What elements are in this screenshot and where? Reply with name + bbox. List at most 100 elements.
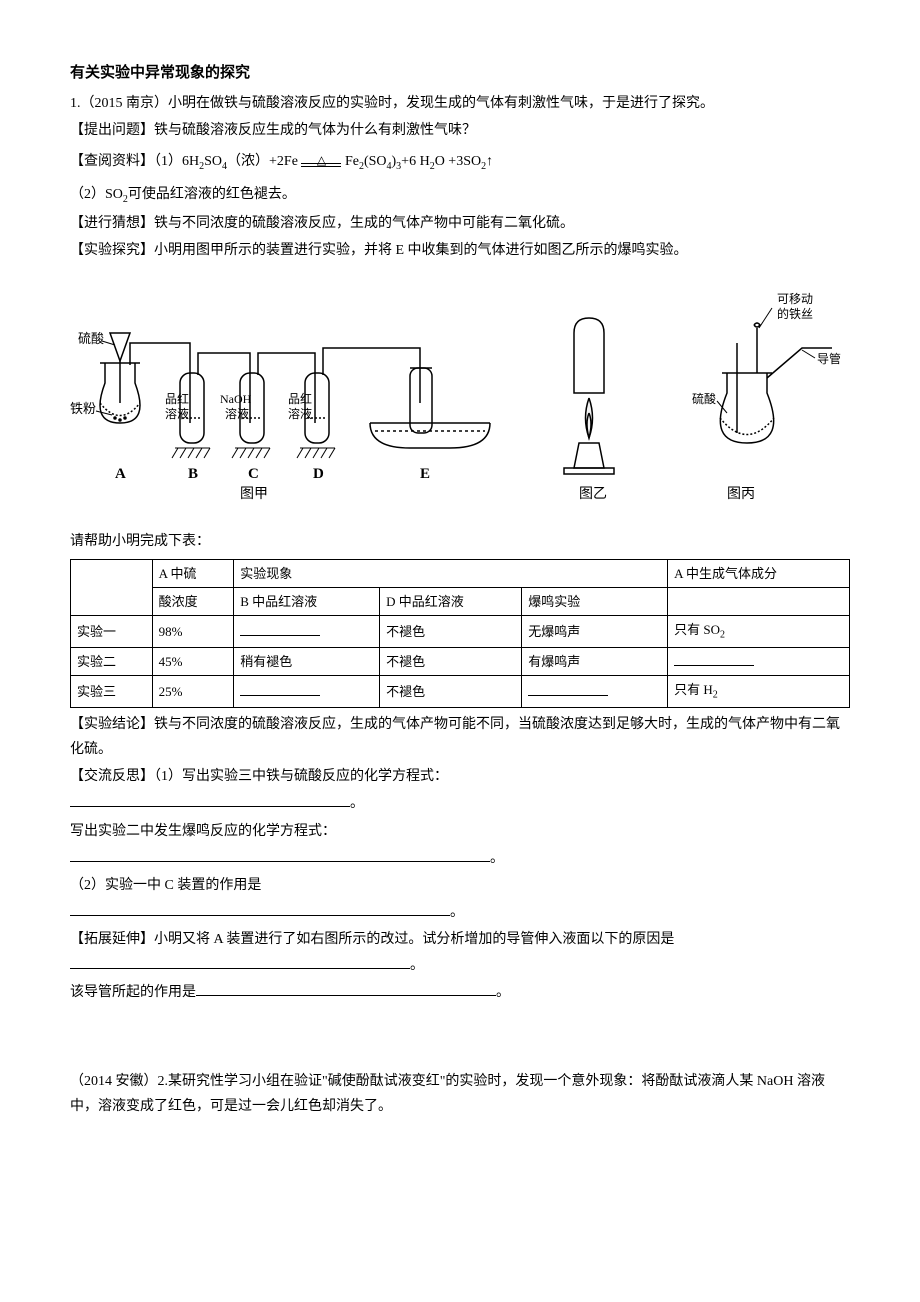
label-d: D [313, 466, 324, 482]
caption-yi: 图乙 [579, 486, 607, 502]
th-conc-1: A 中硫 [152, 559, 234, 587]
q1-reflect-3-blank: 。 [70, 900, 850, 925]
ref-prod1: Fe [345, 154, 359, 169]
label-red-d2: 溶液 [288, 406, 312, 421]
r2-label: 实验二 [71, 647, 153, 675]
r3-b [234, 676, 380, 708]
label-sulfuric: 硫酸 [78, 331, 104, 346]
r2-gen [668, 647, 850, 675]
r3-gen-pre: 只有 H [674, 682, 713, 697]
r1-label: 实验一 [71, 616, 153, 648]
r3-conc: 25% [152, 676, 234, 708]
q1-ask: 【提出问题】铁与硫酸溶液反应生成的气体为什么有刺激性气味？ [70, 118, 850, 143]
th-d-red: D 中品红溶液 [380, 587, 522, 615]
ref-prod2: (SO [364, 154, 387, 169]
label-movable2: 的铁丝 [777, 306, 813, 321]
apparatus-main-svg: 硫酸 铁粉 品红 溶液 NaOH 溶液 品红 溶液 A B C D E 图甲 [70, 273, 534, 523]
th-gen-blank [668, 587, 850, 615]
r1-gen-sub: 2 [720, 630, 725, 641]
r1-b-blank [240, 621, 320, 636]
r1-b [234, 616, 380, 648]
blank-extend1 [70, 954, 410, 969]
q2: （2014 安徽）2.某研究性学习小组在验证"碱使酚酞试液变红"的实验时，发现一… [70, 1069, 850, 1119]
th-blank [71, 559, 153, 616]
r1-gen-pre: 只有 SO [674, 622, 720, 637]
table-row-1: 实验一 98% 不褪色 无爆鸣声 只有 SO2 [71, 616, 850, 648]
label-sulfuric-bing: 硫酸 [692, 391, 716, 406]
apparatus-bing-svg: 可移动 的铁丝 导管 硫酸 图丙 [672, 273, 850, 523]
q1-guess: 【进行猜想】铁与不同浓度的硫酸溶液反应，生成的气体产物中可能有二氧化硫。 [70, 211, 850, 236]
q1-extend2: 该导管所起的作用是。 [70, 980, 850, 1005]
th-phen: 实验现象 [234, 559, 668, 587]
r2-b: 稍有褪色 [234, 647, 380, 675]
ref-text: 【查阅资料】（1）6H [70, 154, 199, 169]
r3-gen: 只有 H2 [668, 676, 850, 708]
table-header-row-1: A 中硫 实验现象 A 中生成气体成分 [71, 559, 850, 587]
label-c: C [248, 466, 259, 482]
q1-reference-1: 【查阅资料】（1）6H2SO4（浓）+2Fe △ Fe2(SO4)3+6 H2O… [70, 149, 850, 176]
ref-prod6: ↑ [486, 154, 493, 169]
q1-reflect-1: 【交流反思】（1）写出实验三中铁与硫酸反应的化学方程式： [70, 764, 850, 789]
ref2-pre: （2）SO [70, 187, 123, 202]
r2-gen-blank [674, 651, 754, 666]
table-row-3: 实验三 25% 不褪色 只有 H2 [71, 676, 850, 708]
r3-boom [522, 676, 668, 708]
doc-title: 有关实验中异常现象的探究 [70, 60, 850, 87]
label-a: A [115, 466, 126, 482]
label-red-b1: 品红 [165, 391, 189, 406]
r1-conc: 98% [152, 616, 234, 648]
q1-reflect-2: 写出实验二中发生爆鸣反应的化学方程式： [70, 819, 850, 844]
th-b-red: B 中品红溶液 [234, 587, 380, 615]
r3-gen-sub: 2 [713, 690, 718, 701]
label-tube: 导管 [817, 351, 841, 366]
r2-conc: 45% [152, 647, 234, 675]
r3-boom-blank [528, 681, 608, 696]
q1-reference-2: （2）SO2可使品红溶液的红色褪去。 [70, 182, 850, 209]
table-row-2: 实验二 45% 稍有褪色 不褪色 有爆鸣声 [71, 647, 850, 675]
r3-label: 实验三 [71, 676, 153, 708]
r3-d: 不褪色 [380, 676, 522, 708]
label-e: E [420, 466, 430, 482]
label-b: B [188, 466, 198, 482]
reaction-condition: △ [301, 157, 341, 167]
r3-b-blank [240, 681, 320, 696]
r2-boom: 有爆鸣声 [522, 647, 668, 675]
ref2-tail: 可使品红溶液的红色褪去。 [128, 187, 296, 202]
blank-c-device [70, 901, 450, 916]
ref-mid2: （浓）+2Fe [227, 154, 298, 169]
q1-extend2-text: 该导管所起的作用是 [70, 985, 196, 1000]
label-naoh2: 溶液 [225, 406, 249, 421]
table-intro: 请帮助小明完成下表： [70, 529, 850, 554]
label-red-d1: 品红 [288, 391, 312, 406]
apparatus-yi-svg: 图乙 [544, 273, 662, 523]
q1-reflect-1-blank: 。 [70, 791, 850, 816]
q1-intro: 1.（2015 南京）小明在做铁与硫酸溶液反应的实验时，发现生成的气体有刺激性气… [70, 91, 850, 116]
q1-explore: 【实验探究】小明用图甲所示的装置进行实验，并将 E 中收集到的气体进行如图乙所示… [70, 238, 850, 263]
q1-extend-text: 【拓展延伸】小明又将 A 装置进行了如右图所示的改过。试分析增加的导管伸入液面以… [70, 932, 674, 947]
ref-prod4: +6 H [401, 154, 430, 169]
r1-gen: 只有 SO2 [668, 616, 850, 648]
blank-eq2 [70, 847, 490, 862]
r2-d: 不褪色 [380, 647, 522, 675]
blank-extend2 [196, 981, 496, 996]
label-iron: 铁粉 [70, 401, 96, 416]
q1-reflect-3: （2）实验一中 C 装置的作用是 [70, 873, 850, 898]
blank-eq1 [70, 792, 350, 807]
th-boom: 爆鸣实验 [522, 587, 668, 615]
ref-prod5: O +3SO [435, 154, 481, 169]
caption-bing: 图丙 [727, 487, 755, 502]
label-movable1: 可移动 [777, 292, 813, 306]
q1-reflect-2-blank: 。 [70, 846, 850, 871]
th-conc-2: 酸浓度 [152, 587, 234, 615]
caption-main: 图甲 [240, 487, 268, 502]
th-gen: A 中生成气体成分 [668, 559, 850, 587]
q1-extend: 【拓展延伸】小明又将 A 装置进行了如右图所示的改过。试分析增加的导管伸入液面以… [70, 927, 850, 977]
label-red-b2: 溶液 [165, 406, 189, 421]
table-header-row-2: 酸浓度 B 中品红溶液 D 中品红溶液 爆鸣实验 [71, 587, 850, 615]
r1-boom: 无爆鸣声 [522, 616, 668, 648]
q1-conclusion: 【实验结论】铁与不同浓度的硫酸溶液反应，生成的气体产物可能不同，当硫酸浓度达到足… [70, 712, 850, 762]
ref-so: SO [204, 154, 222, 169]
section-gap [70, 1007, 850, 1067]
r1-d: 不褪色 [380, 616, 522, 648]
experiment-table: A 中硫 实验现象 A 中生成气体成分 酸浓度 B 中品红溶液 D 中品红溶液 … [70, 559, 850, 708]
